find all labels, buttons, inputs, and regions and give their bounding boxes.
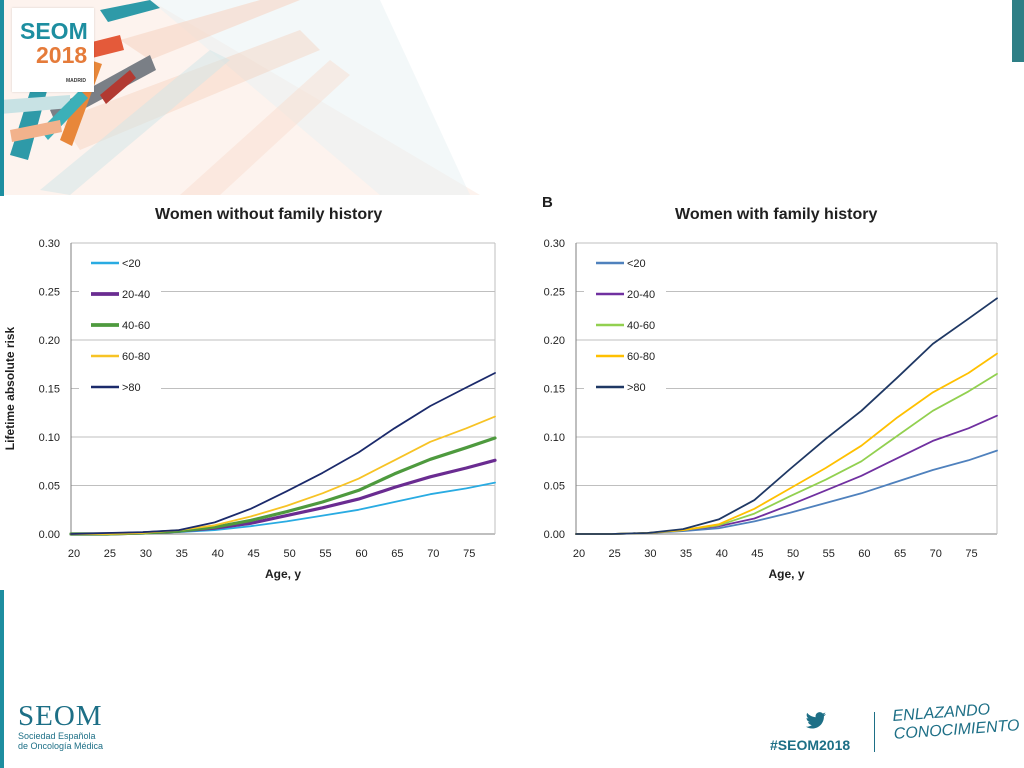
chart-b-x-tick-label: 40: [716, 548, 728, 560]
twitter-bird-icon: [805, 712, 826, 729]
header-decoration: [0, 0, 480, 195]
chart-b-y-tick-label: 0.25: [544, 287, 565, 299]
chart-a-y-axis-label: Lifetime absolute risk: [3, 326, 17, 450]
chart-a-series-line: [70, 481, 496, 535]
chart-b-series-line: [575, 449, 998, 535]
chart-b-series-line: [575, 414, 998, 535]
chart-a-x-tick-label: 50: [283, 548, 295, 560]
chart-a-legend-label: 40-60: [122, 320, 150, 332]
chart-b-legend-bg: [584, 282, 666, 304]
chart-a-legend-bg: [79, 251, 161, 273]
chart-a-y-tick-label: 0.15: [39, 384, 60, 396]
chart-b-x-tick-label: 45: [751, 548, 763, 560]
chart-a-x-tick-label: 65: [391, 548, 403, 560]
chart-b-x-tick-label: 65: [894, 548, 906, 560]
chart-a-x-tick-label: 30: [140, 548, 152, 560]
chart-a-legend-label: 60-80: [122, 351, 150, 363]
footer-seom-name: SEOM: [18, 700, 103, 732]
chart-a: 0.00 0.05 0.10 0.15 0.20 0.25 0.30 20 25 30 35 40 45…: [3, 238, 497, 581]
chart-b-legend-label: >80: [627, 382, 646, 394]
footer-society-name: Sociedad Española de Oncología Médica: [18, 731, 103, 751]
chart-a-series-line: [69, 458, 497, 536]
chart-b-legend-bg: [584, 344, 666, 366]
chart-b-title: Women with family history: [675, 206, 878, 223]
seom-2018-logo: SEOM 2018 MADRID: [12, 8, 94, 92]
chart-b-y-tick-label: 0.20: [544, 335, 565, 347]
chart-a-y-tick-label: 0.20: [39, 335, 60, 347]
chart-a-x-tick-label: 70: [427, 548, 439, 560]
chart-b-x-tick-label: 30: [644, 548, 656, 560]
chart-a-x-tick-label: 20: [68, 548, 80, 560]
chart-b-x-tick-label: 70: [930, 548, 942, 560]
chart-a-x-tick-label: 35: [176, 548, 188, 560]
chart-b-x-axis-label: Age, y: [768, 567, 804, 581]
chart-a-x-tick-label: 40: [212, 548, 224, 560]
chart-a-y-tick-label: 0.10: [39, 432, 60, 444]
left-accent-bar-bottom: [0, 590, 4, 768]
chart-a-x-tick-label: 45: [248, 548, 260, 560]
chart-b-x-tick-label: 60: [858, 548, 870, 560]
chart-b-y-tick-label: 0.15: [544, 384, 565, 396]
left-accent-bar-top: [0, 0, 4, 196]
chart-b-legend-label: 60-80: [627, 351, 655, 363]
chart-a-y-tick-label: 0.00: [39, 529, 60, 541]
chart-a-legend-bg: [79, 313, 161, 335]
chart-b-series-line: [575, 372, 998, 535]
chart-a-legend-label: >80: [122, 382, 141, 394]
footer-sub-line1: Sociedad Española: [18, 731, 96, 741]
chart-a-x-axis-label: Age, y: [265, 567, 301, 581]
chart-b-x-tick-label: 55: [823, 548, 835, 560]
chart-a-y-tick-label: 0.30: [39, 238, 60, 250]
chart-a-legend-bg: [79, 282, 161, 304]
chart-b-y-tick-label: 0.10: [544, 432, 565, 444]
chart-b-x-tick-label: 20: [573, 548, 585, 560]
chart-b-y-tick-label: 0.00: [544, 529, 565, 541]
chart-b-x-tick-label: 50: [787, 548, 799, 560]
chart-a-x-tick-label: 25: [104, 548, 116, 560]
chart-b: 0.00 0.05 0.10 0.15 0.20 0.25 0.30 20 25 30 35 40 45…: [544, 238, 998, 581]
chart-a-y-tick-label: 0.05: [39, 481, 60, 493]
chart-b-legend-bg: [584, 251, 666, 273]
logo-city: MADRID: [66, 78, 86, 84]
logo-word: SEOM: [20, 18, 88, 44]
chart-b-y-tick-label: 0.30: [544, 238, 565, 250]
chart-a-legend-label: <20: [122, 258, 141, 270]
chart-b-x-tick-label: 35: [680, 548, 692, 560]
chart-b-legend-bg: [584, 313, 666, 335]
chart-a-x-tick-label: 75: [463, 548, 475, 560]
logo-year: 2018: [36, 42, 88, 68]
chart-b-x-tick-label: 75: [965, 548, 977, 560]
chart-b-x-tick-label: 25: [609, 548, 621, 560]
footer-slogan: ENLAZANDO CONOCIMIENTO: [892, 699, 1020, 744]
footer-divider: [874, 712, 875, 752]
chart-a-y-tick-label: 0.25: [39, 287, 60, 299]
right-accent-bar: [1012, 0, 1024, 62]
chart-b-legend-label: 40-60: [627, 320, 655, 332]
footer-hashtag: #SEOM2018: [770, 737, 851, 753]
chart-b-series-line: [575, 297, 998, 535]
chart-a-title: Women without family history: [155, 206, 383, 223]
chart-a-series-line: [70, 372, 496, 535]
chart-a-x-tick-label: 55: [319, 548, 331, 560]
footer-sub-line2: de Oncología Médica: [18, 741, 104, 751]
chart-b-y-tick-label: 0.05: [544, 481, 565, 493]
chart-a-legend-bg: [79, 344, 161, 366]
chart-b-legend-bg: [584, 375, 666, 397]
chart-a-legend-bg: [79, 375, 161, 397]
chart-a-x-tick-label: 60: [355, 548, 367, 560]
chart-b-legend-label: 20-40: [627, 289, 655, 301]
panel-b-letter: B: [542, 194, 553, 211]
chart-a-legend-label: 20-40: [122, 289, 150, 301]
chart-b-legend-label: <20: [627, 258, 646, 270]
